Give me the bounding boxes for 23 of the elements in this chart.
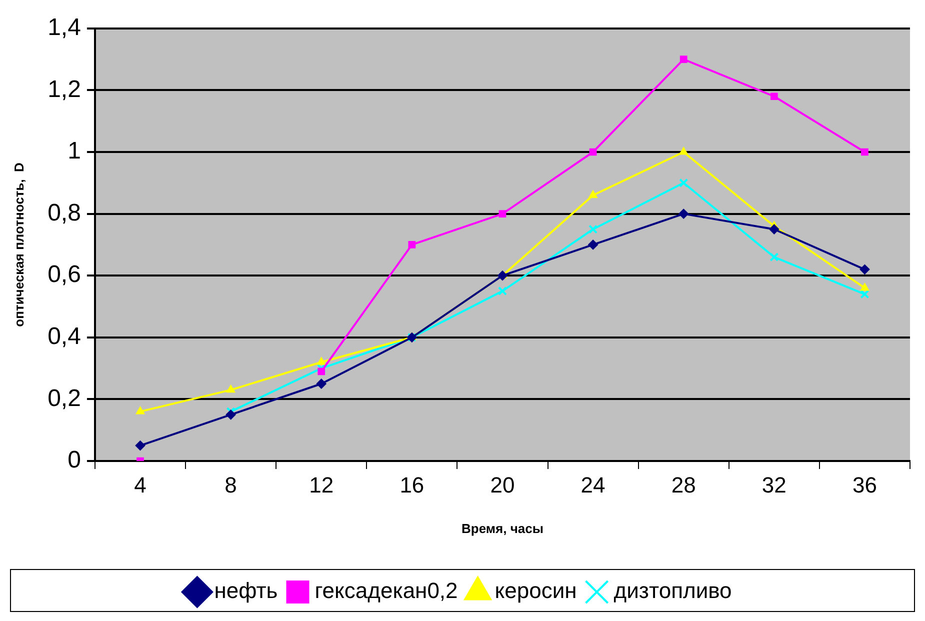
x-tick-label: 8: [224, 472, 237, 498]
y-tick-label: 0,8: [48, 199, 81, 226]
y-tick-label: 1,4: [48, 14, 81, 42]
y-tick-label: 1: [68, 138, 81, 165]
x-tick-label: 16: [400, 472, 424, 498]
legend-label: дизтопливо: [614, 578, 732, 604]
y-tick-label: 1,2: [48, 76, 81, 103]
legend-label: гексадекан0,2: [314, 578, 458, 604]
x-tick-label: 24: [580, 472, 606, 498]
y-axis-title: оптическая плотность, D: [11, 162, 26, 327]
x-tick-label: 28: [671, 472, 696, 498]
y-tick-label: 0: [68, 446, 81, 474]
legend-label: керосин: [494, 578, 577, 604]
x-tick-label: 32: [762, 472, 786, 498]
x-axis-title: Время, часы: [462, 520, 544, 536]
y-tick-label: 0,4: [48, 323, 81, 350]
x-tick-label: 20: [490, 472, 515, 498]
y-tick-label: 0,2: [48, 384, 81, 412]
x-tick-label: 12: [309, 472, 334, 498]
x-tick-label: 36: [852, 472, 877, 498]
legend-label: нефть: [214, 578, 278, 604]
x-tick-label: 4: [134, 472, 146, 498]
y-tick-label: 0,6: [48, 261, 81, 288]
